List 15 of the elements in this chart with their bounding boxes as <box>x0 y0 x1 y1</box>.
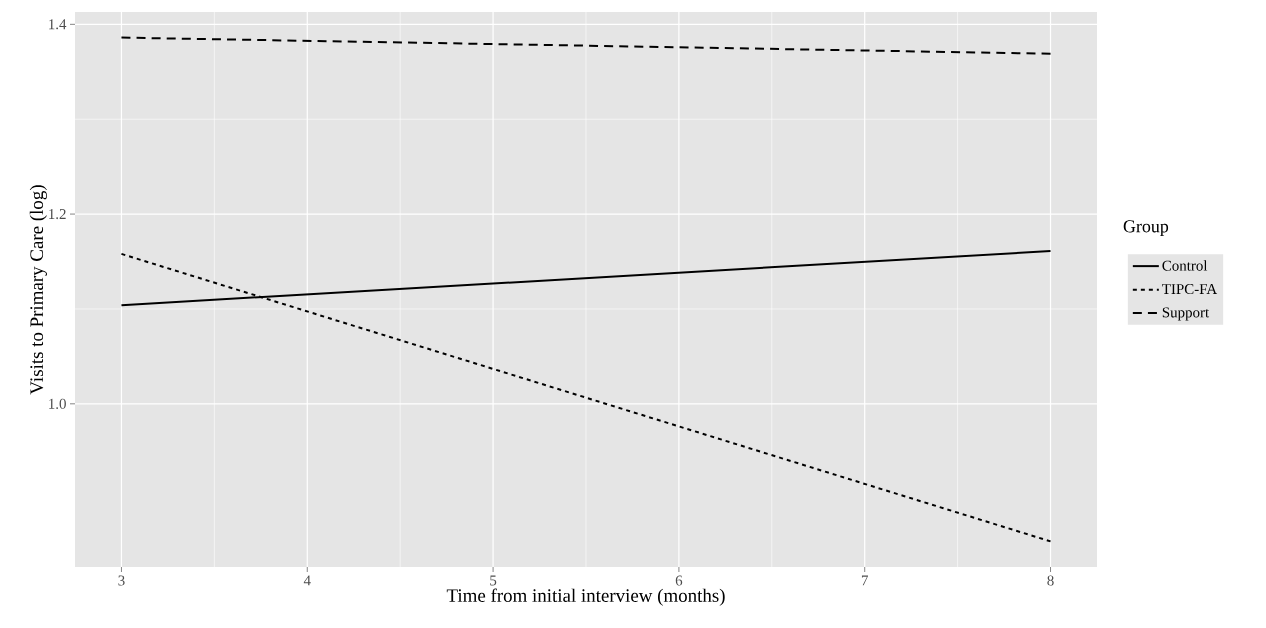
x-tick-label: 5 <box>490 575 497 586</box>
x-tick-label: 7 <box>861 575 869 586</box>
y-tick-label: 1.2 <box>49 209 66 220</box>
y-axis-title: Visits to Primary Care (log) <box>29 185 47 395</box>
legend-label: Support <box>1162 307 1210 321</box>
x-tick-label: 4 <box>303 575 311 586</box>
legend-label: Control <box>1162 260 1208 271</box>
x-tick-label: 6 <box>675 575 683 586</box>
legend-title: Group <box>1123 220 1169 237</box>
x-tick-label: 8 <box>1047 575 1054 586</box>
legend-label: TIPC-FA <box>1162 284 1218 295</box>
x-axis-title: Time from initial interview (months) <box>446 588 725 606</box>
y-tick-label: 1.4 <box>49 19 67 30</box>
y-tick-label: 1.0 <box>49 398 66 409</box>
x-tick-label: 3 <box>118 575 125 586</box>
